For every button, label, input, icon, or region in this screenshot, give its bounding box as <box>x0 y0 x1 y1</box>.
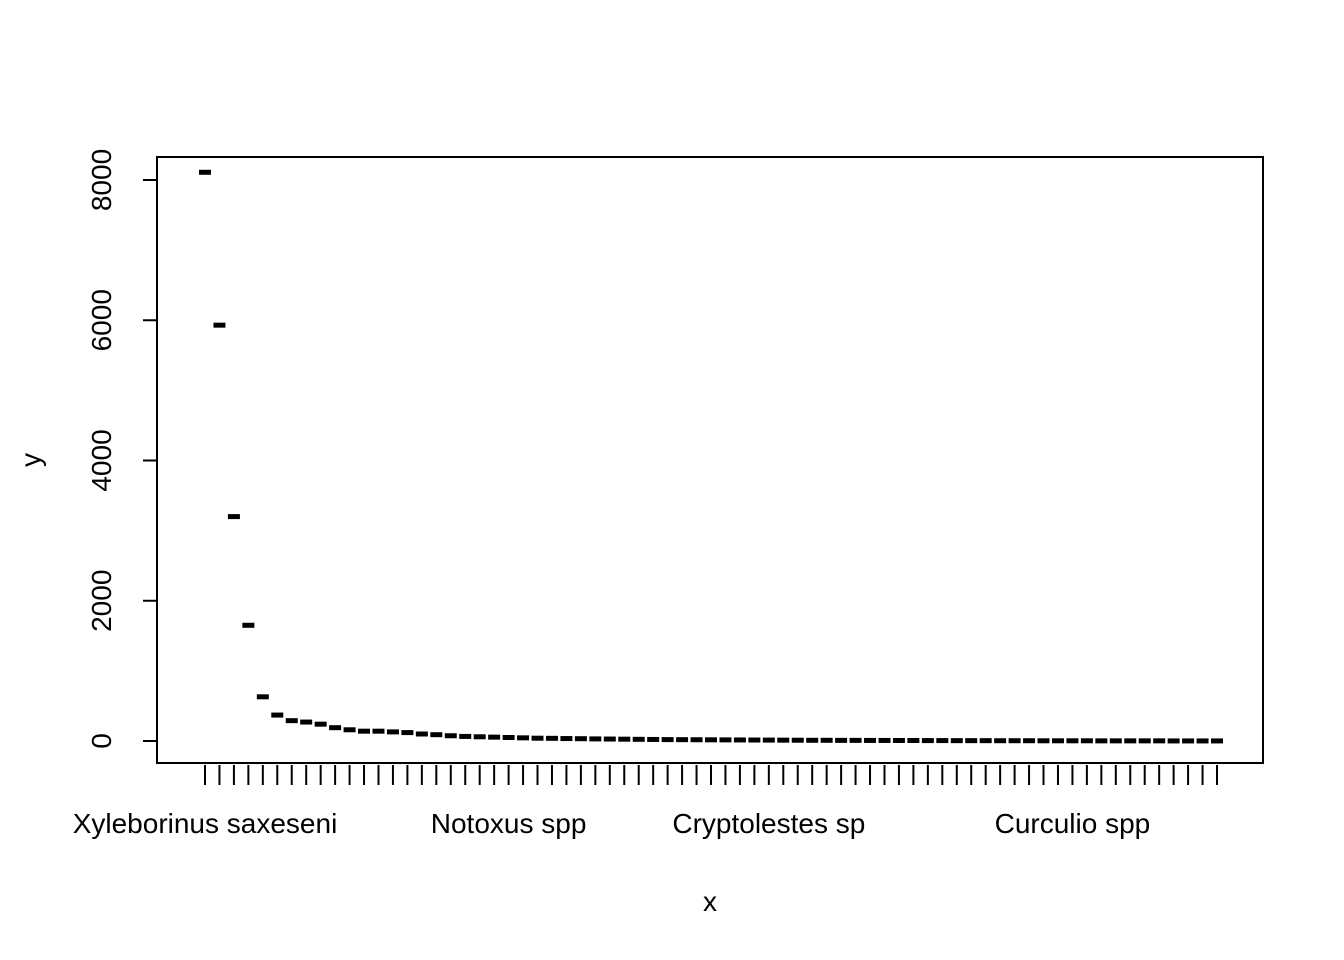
data-marks <box>199 169 1223 744</box>
plot-frame <box>156 156 1264 764</box>
y-tick-label: 6000 <box>86 289 117 351</box>
x-tick-label: Notoxus spp <box>431 808 587 839</box>
y-tick-label: 2000 <box>86 570 117 632</box>
x-tick-label: Xyleborinus saxeseni <box>73 808 338 839</box>
y-tick-label: 8000 <box>86 149 117 211</box>
y-tick-label: 4000 <box>86 429 117 491</box>
x-axis-title: x <box>703 886 717 917</box>
y-axis-title: y <box>15 453 46 467</box>
y-axis: 0 2000 4000 6000 8000 <box>86 149 157 749</box>
x-tick-label: Curculio spp <box>995 808 1151 839</box>
x-tick-label: Cryptolestes sp <box>672 808 865 839</box>
y-tick-label: 0 <box>86 733 117 749</box>
x-axis: Xyleborinus saxeseni Notoxus spp Cryptoles… <box>73 765 1218 839</box>
